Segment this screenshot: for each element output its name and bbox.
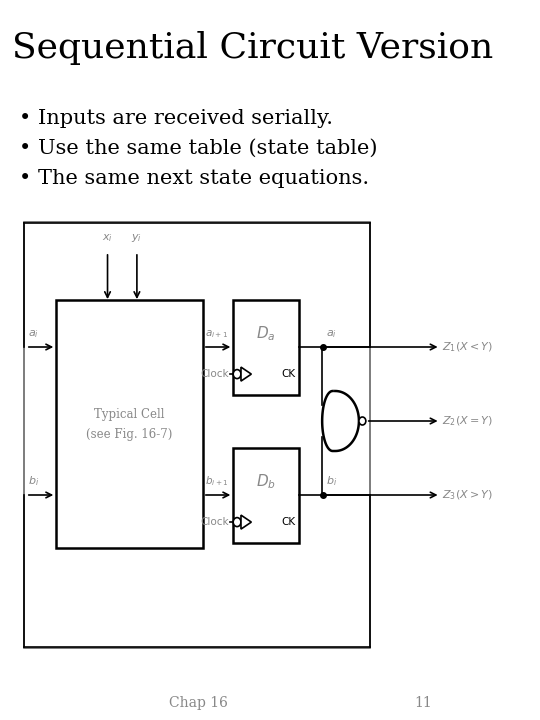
- Text: $y_i$: $y_i$: [131, 232, 143, 244]
- Text: Typical Cell: Typical Cell: [94, 408, 165, 420]
- Text: Sequential Circuit Version: Sequential Circuit Version: [12, 31, 494, 65]
- Text: Inputs are received serially.: Inputs are received serially.: [38, 109, 333, 127]
- Text: $a_i$: $a_i$: [326, 328, 336, 340]
- Text: The same next state equations.: The same next state equations.: [38, 168, 369, 187]
- Polygon shape: [241, 367, 251, 381]
- Text: Use the same table (state table): Use the same table (state table): [38, 138, 377, 158]
- Text: •: •: [19, 108, 31, 128]
- Text: $b_i$: $b_i$: [28, 474, 39, 488]
- Text: (see Fig. 16-7): (see Fig. 16-7): [86, 428, 173, 441]
- Circle shape: [359, 417, 366, 425]
- Text: $a_{i+1}$: $a_{i+1}$: [205, 328, 228, 340]
- Bar: [56, 300, 203, 548]
- Circle shape: [233, 518, 241, 526]
- Bar: [24, 222, 370, 648]
- Text: CK: CK: [281, 369, 295, 379]
- Circle shape: [233, 369, 241, 379]
- Text: $Z_2(X=Y)$: $Z_2(X=Y)$: [442, 414, 493, 428]
- Polygon shape: [322, 391, 359, 451]
- Text: $b_i$: $b_i$: [326, 474, 337, 488]
- Text: •: •: [19, 168, 31, 188]
- Text: $b_{i+1}$: $b_{i+1}$: [205, 474, 228, 488]
- Text: CK: CK: [281, 517, 295, 527]
- Text: $x_i$: $x_i$: [102, 233, 113, 244]
- Text: $a_i$: $a_i$: [28, 328, 38, 340]
- Bar: [233, 448, 299, 543]
- Text: Clock: Clock: [200, 369, 229, 379]
- Text: Chap 16: Chap 16: [169, 696, 228, 710]
- Bar: [233, 300, 299, 395]
- Text: $D_a$: $D_a$: [256, 324, 276, 343]
- Text: $Z_3(X>Y)$: $Z_3(X>Y)$: [442, 488, 493, 502]
- Text: $Z_1(X<Y)$: $Z_1(X<Y)$: [442, 341, 493, 354]
- Text: 11: 11: [414, 696, 432, 710]
- Polygon shape: [241, 515, 251, 529]
- Text: $D_b$: $D_b$: [256, 472, 276, 490]
- Text: •: •: [19, 138, 31, 158]
- Text: Clock: Clock: [200, 517, 229, 527]
